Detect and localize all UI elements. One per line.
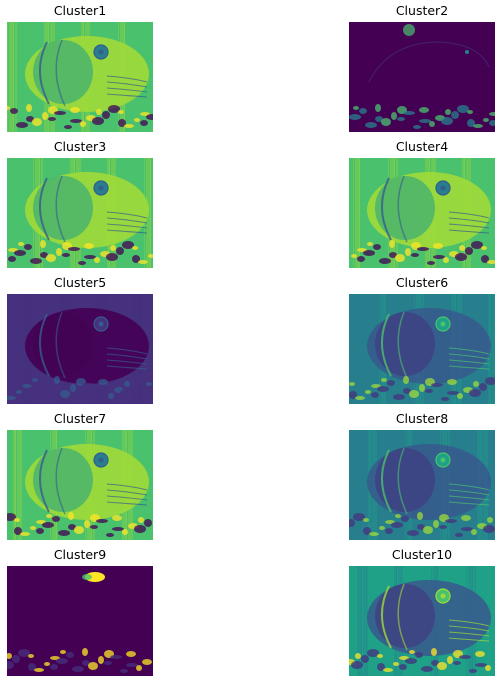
cluster-heatmap-image <box>7 22 153 132</box>
panel-title: Cluster6 <box>395 275 449 290</box>
panel-title: Cluster10 <box>391 547 453 562</box>
heatmap-svg <box>7 22 153 132</box>
panel-title: Cluster5 <box>53 275 107 290</box>
cluster-heatmap-image <box>7 294 153 404</box>
heatmap-svg <box>7 566 153 676</box>
heatmap-svg <box>7 158 153 268</box>
cluster-heatmap-image <box>7 430 153 540</box>
heatmap-svg <box>349 430 495 540</box>
cluster-heatmap-image <box>7 566 153 676</box>
panel-title: Cluster7 <box>53 411 107 426</box>
heatmap-svg <box>349 566 495 676</box>
panel-title: Cluster4 <box>395 139 449 154</box>
panel-title: Cluster9 <box>53 547 107 562</box>
cluster-heatmap-image <box>349 430 495 540</box>
heatmap-svg <box>7 430 153 540</box>
panel-title: Cluster8 <box>395 411 449 426</box>
heatmap-svg <box>7 294 153 404</box>
heatmap-svg <box>349 158 495 268</box>
cluster-heatmap-image <box>7 158 153 268</box>
cluster-heatmap-image <box>349 566 495 676</box>
cluster-heatmap-image <box>349 158 495 268</box>
heatmap-svg <box>349 294 495 404</box>
panel-title: Cluster2 <box>395 3 449 18</box>
panel-title: Cluster3 <box>53 139 107 154</box>
panel-title: Cluster1 <box>53 3 107 18</box>
cluster-heatmap-image <box>349 22 495 132</box>
heatmap-svg <box>349 22 495 132</box>
cluster-heatmap-image <box>349 294 495 404</box>
